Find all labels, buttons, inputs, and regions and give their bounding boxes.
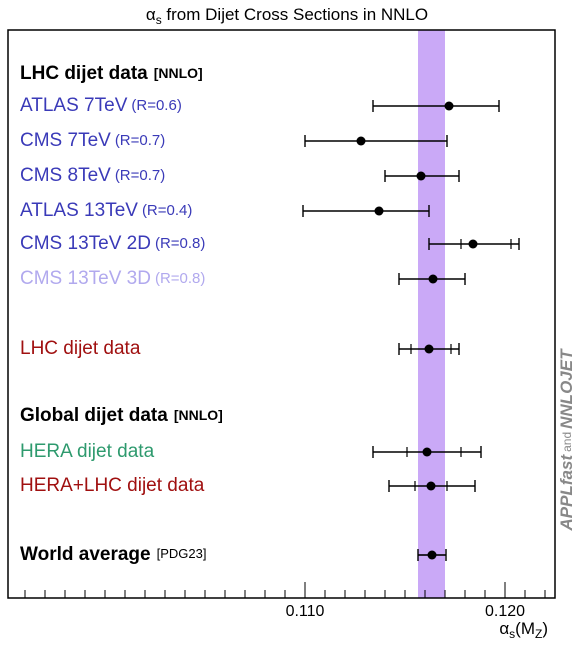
data-point: [374, 206, 384, 216]
heading-tag: [NNLO]: [154, 65, 203, 81]
section-heading: LHC dijet data [NNLO]: [20, 63, 203, 84]
row-sublabel: (R=0.8): [155, 235, 205, 252]
data-point: [422, 447, 432, 457]
row-label-text: CMS 7TeV: [20, 130, 111, 151]
row-label-text: ATLAS 7TeV: [20, 95, 128, 116]
data-point: [468, 239, 478, 249]
row-label: LHC dijet data: [20, 338, 141, 359]
heading-text: World average: [20, 544, 151, 565]
row-label: HERA+LHC dijet data: [20, 475, 205, 496]
uncertainty-band: [418, 30, 445, 598]
data-point: [416, 171, 426, 181]
row-label: CMS 13TeV 2D (R=0.8): [20, 233, 205, 254]
x-axis-label: αs(MZ): [499, 619, 548, 641]
row-label-text: HERA+LHC dijet data: [20, 475, 205, 496]
heading-text: Global dijet data: [20, 405, 168, 426]
row-sublabel: (R=0.8): [155, 270, 205, 287]
row-sublabel: (R=0.4): [142, 202, 192, 219]
row-sublabel: (R=0.7): [115, 167, 165, 184]
heading-tag: [PDG23]: [157, 546, 207, 561]
heading-tag: [NNLO]: [174, 407, 223, 423]
data-point: [428, 274, 438, 284]
section-heading: World average [PDG23]: [20, 544, 206, 565]
chart-title: αs from Dijet Cross Sections in NNLO: [146, 5, 428, 27]
data-point: [356, 136, 366, 146]
heading-text: LHC dijet data: [20, 63, 148, 84]
row-label: ATLAS 7TeV (R=0.6): [20, 95, 182, 116]
row-label-text: CMS 13TeV 3D: [20, 268, 151, 289]
section-heading: Global dijet data [NNLO]: [20, 405, 223, 426]
row-sublabel: (R=0.7): [115, 132, 165, 149]
plot-frame: [7, 29, 556, 599]
side-label: APPLfastandNNLOJET: [557, 348, 574, 532]
row-label: ATLAS 13TeV (R=0.4): [20, 200, 192, 221]
data-point: [426, 481, 436, 491]
data-point: [424, 344, 434, 354]
row-label-text: CMS 8TeV: [20, 165, 111, 186]
row-label-text: ATLAS 13TeV: [20, 200, 138, 221]
row-label: CMS 7TeV (R=0.7): [20, 130, 165, 151]
row-label-text: CMS 13TeV 2D: [20, 233, 151, 254]
row-label: CMS 13TeV 3D (R=0.8): [20, 268, 205, 289]
x-tick-label: 0.120: [485, 603, 525, 620]
x-tick-label: 0.110: [286, 603, 325, 620]
row-label: CMS 8TeV (R=0.7): [20, 165, 165, 186]
data-point: [444, 101, 454, 111]
row-sublabel: (R=0.6): [131, 97, 181, 114]
row-label-text: LHC dijet data: [20, 338, 141, 359]
data-point: [427, 550, 437, 560]
row-label: HERA dijet data: [20, 441, 155, 462]
row-label-text: HERA dijet data: [20, 441, 155, 462]
